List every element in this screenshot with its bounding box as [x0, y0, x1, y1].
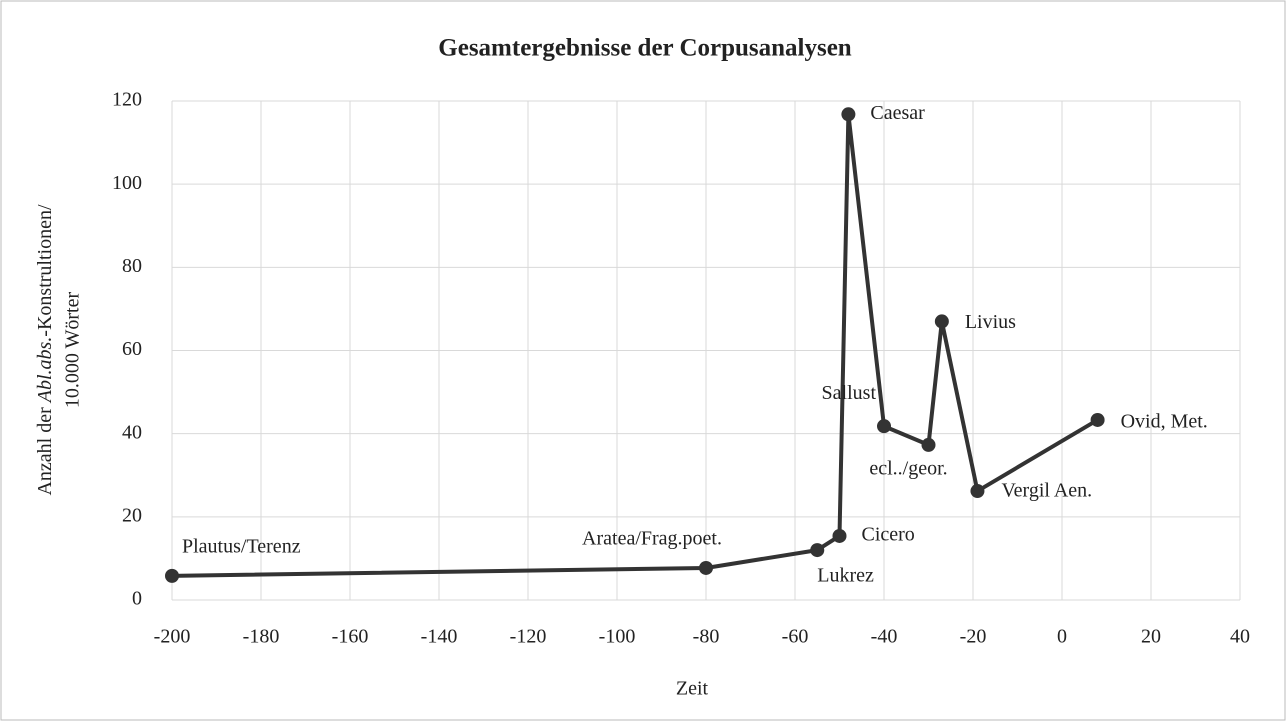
point-label: ecl../geor.: [869, 457, 947, 479]
x-tick-label: 0: [1057, 626, 1067, 648]
y-axis-label-line: 10.000 Wörter: [62, 292, 84, 409]
x-tick-label: 40: [1230, 626, 1250, 648]
data-point: [970, 484, 985, 499]
x-tick-label: -140: [421, 626, 458, 648]
chart-title: Gesamtergebnisse der Corpusanalysen: [438, 35, 852, 62]
point-label: Vergil Aen.: [1001, 480, 1092, 502]
y-tick-label: 100: [112, 172, 142, 194]
y-label-part: Anzahl der: [34, 402, 56, 495]
point-label: Aratea/Frag.poet.: [582, 528, 722, 550]
x-tick-label: -180: [243, 626, 280, 648]
data-point: [934, 314, 949, 329]
x-tick-label: -60: [782, 626, 809, 648]
x-tick-label: -20: [960, 626, 987, 648]
data-point: [699, 560, 713, 575]
data-point: [832, 528, 847, 543]
data-point: [841, 107, 856, 122]
x-tick-label: -40: [871, 626, 898, 648]
y-label-part: Abl.abs.: [34, 337, 56, 405]
x-axis-label: Zeit: [676, 678, 709, 700]
y-tick-label: 40: [122, 421, 142, 443]
x-tick-label: -160: [332, 626, 369, 648]
data-point: [921, 437, 936, 452]
x-tick-label: -120: [510, 626, 547, 648]
data-point: [165, 568, 179, 583]
y-tick-label: 20: [122, 504, 142, 526]
point-label: Cicero: [862, 524, 915, 546]
data-point: [810, 543, 825, 558]
point-label: Sallust: [822, 382, 877, 404]
data-line: [171, 112, 1099, 578]
x-tick-label: -200: [154, 626, 191, 648]
y-tick-label: 80: [122, 255, 142, 277]
point-label: Livius: [965, 311, 1016, 333]
y-tick-label: 60: [122, 338, 142, 360]
y-tick-label: 0: [132, 588, 142, 610]
y-label-part: -Konstrultionen/: [34, 204, 56, 337]
y-axis-label: Anzahl der Abl.abs.-Konstrultionen/ 10.0…: [34, 204, 84, 496]
x-tick-label: 20: [1141, 626, 1161, 648]
point-label: Plautus/Terenz: [182, 535, 301, 557]
point-label: Caesar: [870, 102, 925, 124]
y-axis-label-line: Anzahl der Abl.abs.-Konstrultionen/: [34, 204, 56, 496]
x-tick-label: -80: [693, 626, 720, 648]
data-point: [877, 419, 891, 434]
y-tick-label: 120: [112, 89, 142, 111]
point-label: Ovid, Met.: [1121, 411, 1208, 433]
data-point: [1090, 412, 1105, 427]
x-tick-label: -100: [599, 626, 636, 648]
point-label: Lukrez: [817, 565, 874, 587]
